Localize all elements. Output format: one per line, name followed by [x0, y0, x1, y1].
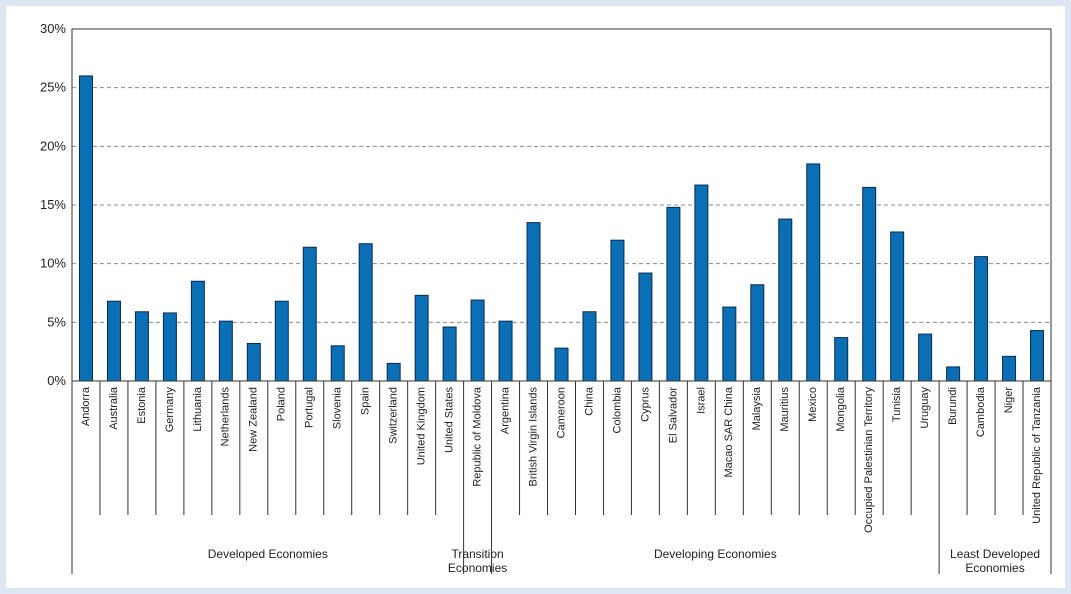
category-label: Mauritius — [779, 387, 791, 432]
bar — [330, 345, 345, 382]
bar — [442, 326, 457, 382]
category-label: United Republic of Tanzania — [1031, 386, 1043, 524]
category-label: El Salvador — [667, 387, 679, 444]
category-label: United Kingdom — [416, 387, 428, 465]
category-label: Republic of Moldova — [471, 386, 483, 487]
group-label: Least Developed — [950, 547, 1040, 561]
y-tick-label: 5% — [47, 314, 66, 329]
plot-frame — [71, 28, 1052, 382]
bar — [1002, 355, 1017, 382]
category-label: Cyprus — [639, 387, 651, 422]
bar — [190, 280, 205, 382]
category-label: New Zealand — [248, 387, 260, 452]
category-label: Andorra — [80, 386, 92, 426]
bar — [526, 222, 541, 382]
y-tick-label: 10% — [40, 256, 66, 271]
bar — [554, 347, 569, 382]
bar — [274, 300, 289, 382]
category-label: Cameroon — [555, 387, 567, 438]
category-label: China — [583, 386, 595, 416]
y-tick-label: 30% — [40, 21, 66, 36]
y-tick-label: 25% — [40, 80, 66, 95]
bar-chart: 0% 5% 10% 15% 20% 25% 30% Andorra Australia Esto… — [40, 21, 1052, 575]
category-label: Uruguay — [919, 387, 931, 429]
category-label: Argentina — [499, 386, 511, 434]
bar — [974, 256, 989, 382]
bar — [106, 300, 121, 382]
bar — [694, 184, 709, 382]
bar — [834, 337, 849, 382]
category-label: Tunisia — [891, 386, 903, 422]
bar — [498, 320, 513, 382]
category-label: Poland — [276, 387, 288, 421]
bar — [386, 362, 401, 382]
bar — [666, 206, 681, 382]
bar — [862, 186, 877, 382]
category-label: Estonia — [136, 386, 148, 424]
category-label: Burundi — [947, 387, 959, 425]
bar — [946, 366, 961, 382]
category-label: Mongolia — [835, 386, 847, 432]
bar — [778, 218, 793, 382]
category-label: Niger — [1003, 387, 1015, 414]
category-label: Israel — [695, 387, 707, 414]
category-label: United States — [444, 387, 456, 454]
bar — [890, 231, 905, 382]
chart-panel: 0% 5% 10% 15% 20% 25% 30% Andorra Australia Esto… — [6, 6, 1065, 588]
bar — [806, 163, 821, 382]
gridlines — [72, 87, 1051, 323]
category-label: Occupied Palestinian Territory — [863, 387, 875, 533]
bar — [722, 306, 737, 382]
bar — [750, 284, 765, 382]
bar — [358, 243, 373, 382]
bar — [302, 246, 317, 382]
group-label: Transition — [451, 547, 503, 561]
category-label: Macao SAR China — [723, 386, 735, 477]
bar — [1030, 330, 1045, 382]
y-tick-label: 20% — [40, 138, 66, 153]
category-label: Netherlands — [220, 387, 232, 447]
y-tick-label: 0% — [47, 373, 66, 388]
group-labels: Developed Economies TransitionEconomiesDe… — [208, 547, 1040, 575]
bar — [78, 75, 93, 382]
bar — [582, 311, 597, 382]
bar — [918, 333, 933, 382]
y-tick-label: 15% — [40, 197, 66, 212]
category-label: Australia — [108, 386, 120, 430]
axes — [71, 28, 1052, 574]
group-label: Developed Economies — [208, 547, 328, 561]
group-label: Economies — [448, 561, 507, 575]
category-label: Mexico — [807, 387, 819, 422]
group-label: Economies — [965, 561, 1024, 575]
category-label: Switzerland — [388, 387, 400, 444]
category-label: Slovenia — [332, 386, 344, 429]
category-label: Cambodia — [975, 386, 987, 437]
group-label: Developing Economies — [654, 547, 777, 561]
bars — [78, 75, 1045, 382]
category-label: British Virgin Islands — [527, 387, 539, 487]
bar — [134, 311, 149, 382]
bar — [246, 342, 261, 382]
category-label: Germany — [164, 387, 176, 433]
bar — [638, 272, 653, 382]
category-labels: Andorra Australia Estonia Germany Lithuania N… — [80, 386, 1043, 533]
category-label: Colombia — [611, 386, 623, 433]
bar — [218, 320, 233, 382]
bar — [162, 312, 177, 382]
y-tick-labels: 0% 5% 10% 15% 20% 25% 30% — [40, 21, 66, 388]
bar — [470, 299, 485, 382]
bar — [610, 239, 625, 382]
category-label: Malaysia — [751, 386, 763, 430]
category-label: Spain — [360, 387, 372, 415]
category-label: Portugal — [304, 387, 316, 428]
bar — [414, 294, 429, 382]
category-label: Lithuania — [192, 386, 204, 432]
